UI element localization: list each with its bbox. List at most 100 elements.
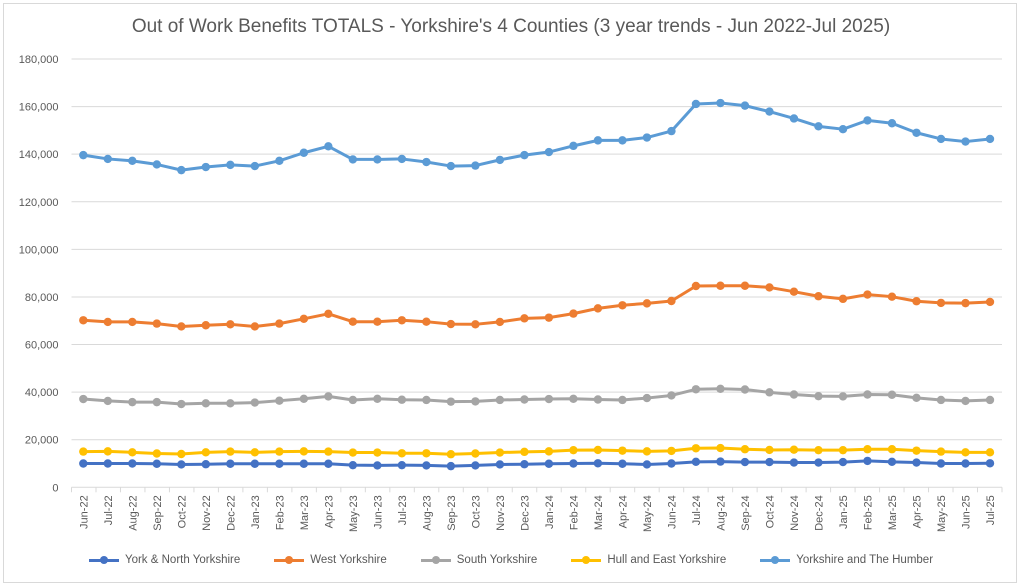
legend-item: Hull and East Yorkshire bbox=[571, 554, 726, 566]
data-point bbox=[275, 319, 284, 328]
data-point bbox=[936, 459, 946, 468]
x-tick-label: Nov-23 bbox=[495, 495, 507, 530]
data-point bbox=[373, 317, 382, 326]
data-point bbox=[765, 457, 774, 467]
data-point bbox=[691, 444, 701, 453]
data-point bbox=[544, 313, 554, 322]
data-point bbox=[226, 320, 235, 329]
data-point bbox=[201, 321, 211, 330]
data-point bbox=[642, 447, 652, 456]
data-point bbox=[250, 448, 260, 457]
data-point bbox=[103, 447, 113, 456]
data-point bbox=[324, 309, 333, 319]
data-point bbox=[716, 457, 725, 466]
data-point bbox=[275, 447, 284, 456]
data-point bbox=[691, 281, 701, 291]
data-point bbox=[887, 390, 897, 399]
data-point bbox=[887, 292, 897, 301]
data-point bbox=[348, 317, 358, 326]
data-point bbox=[471, 461, 480, 470]
data-point bbox=[446, 461, 456, 471]
x-tick-label: Feb-25 bbox=[862, 495, 874, 530]
data-point bbox=[79, 459, 88, 468]
legend-item: West Yorkshire bbox=[274, 554, 387, 566]
data-point bbox=[887, 119, 897, 128]
data-point bbox=[740, 457, 750, 467]
data-point bbox=[765, 388, 774, 397]
data-point bbox=[177, 165, 186, 175]
data-point bbox=[569, 141, 578, 151]
data-point bbox=[740, 445, 750, 454]
data-point bbox=[226, 399, 235, 408]
data-point bbox=[250, 322, 260, 331]
data-point bbox=[691, 99, 701, 109]
data-point bbox=[79, 316, 88, 325]
data-point bbox=[177, 322, 186, 331]
data-point bbox=[397, 449, 407, 458]
x-tick-label: Feb-24 bbox=[568, 495, 580, 530]
y-tick-label: 100,000 bbox=[19, 244, 59, 256]
data-point bbox=[373, 394, 382, 403]
data-point bbox=[642, 460, 652, 469]
data-point bbox=[152, 319, 162, 328]
y-tick-label: 60,000 bbox=[25, 340, 59, 352]
data-point bbox=[593, 136, 603, 145]
x-tick-label: Jul-22 bbox=[103, 495, 115, 525]
data-point bbox=[912, 128, 921, 137]
data-point bbox=[544, 447, 554, 456]
data-point bbox=[495, 317, 505, 327]
data-point bbox=[667, 391, 676, 400]
data-point bbox=[765, 107, 774, 116]
series-line bbox=[83, 387, 991, 406]
x-tick-label: Feb-23 bbox=[275, 495, 287, 530]
data-point bbox=[569, 459, 578, 468]
x-tick-label: Dec-23 bbox=[520, 495, 532, 530]
data-point bbox=[177, 460, 186, 469]
x-tick-label: May-23 bbox=[348, 495, 360, 532]
data-point bbox=[103, 459, 113, 468]
legend-label: Hull and East Yorkshire bbox=[607, 554, 727, 566]
data-point bbox=[128, 448, 137, 457]
data-point bbox=[446, 397, 456, 406]
data-point bbox=[397, 395, 407, 404]
data-point bbox=[275, 459, 284, 468]
data-point bbox=[863, 290, 872, 299]
x-tick-label: Jul-25 bbox=[985, 495, 997, 525]
data-point bbox=[544, 394, 554, 404]
data-point bbox=[422, 395, 431, 405]
data-point bbox=[593, 445, 603, 455]
legend-item: Yorkshire and The Humber bbox=[760, 554, 933, 566]
data-point bbox=[201, 460, 211, 469]
data-point bbox=[299, 447, 309, 456]
x-tick-label: Oct-22 bbox=[177, 495, 189, 528]
data-point bbox=[740, 101, 750, 110]
data-point bbox=[716, 384, 725, 393]
y-tick-label: 120,000 bbox=[19, 197, 59, 209]
data-point bbox=[152, 397, 162, 407]
data-point bbox=[936, 298, 946, 308]
x-tick-label: Jun-22 bbox=[79, 495, 91, 529]
data-point bbox=[887, 457, 897, 467]
data-point bbox=[79, 447, 88, 456]
data-point bbox=[348, 155, 358, 164]
x-tick-label: Aug-22 bbox=[128, 495, 140, 530]
data-point bbox=[397, 154, 407, 164]
data-point bbox=[691, 385, 701, 394]
data-point bbox=[201, 448, 211, 457]
data-point bbox=[348, 460, 358, 470]
x-tick-label: Dec-24 bbox=[813, 495, 825, 530]
data-point bbox=[789, 287, 799, 296]
data-point bbox=[201, 399, 211, 408]
data-point bbox=[324, 459, 333, 468]
data-point bbox=[667, 459, 676, 468]
x-tick-label: Jun-24 bbox=[666, 495, 678, 529]
data-point bbox=[863, 445, 872, 454]
data-point bbox=[593, 395, 603, 404]
data-point bbox=[275, 156, 284, 166]
data-point bbox=[814, 445, 823, 455]
data-point bbox=[471, 161, 480, 170]
data-point bbox=[642, 133, 652, 142]
data-point bbox=[520, 447, 529, 457]
data-point bbox=[103, 396, 113, 406]
data-point bbox=[838, 445, 848, 455]
